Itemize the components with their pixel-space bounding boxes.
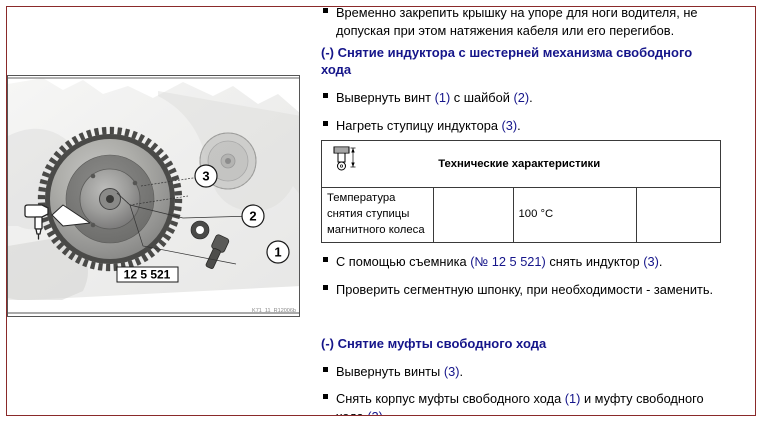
svg-text:1: 1 (274, 245, 281, 260)
svg-text:3: 3 (202, 169, 209, 184)
svg-text:12 5 521: 12 5 521 (124, 268, 171, 282)
svg-text:2: 2 (249, 209, 256, 224)
